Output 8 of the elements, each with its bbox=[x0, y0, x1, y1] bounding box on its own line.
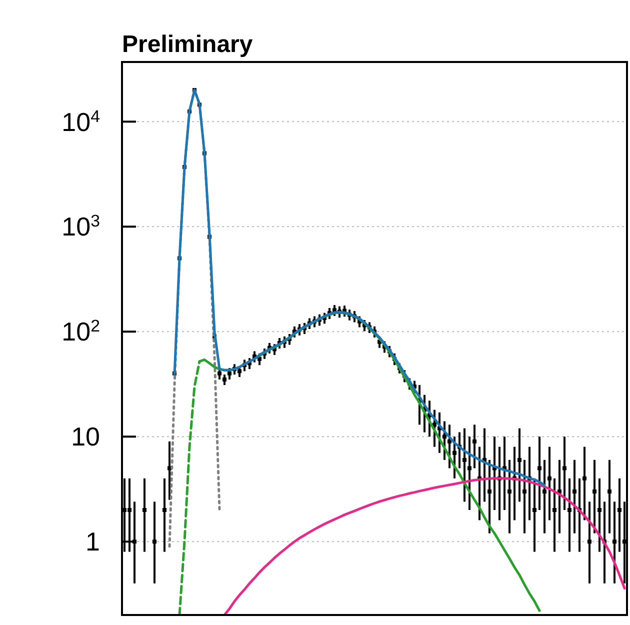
chart-title: Preliminary bbox=[122, 31, 254, 58]
y-tick-label: 10$^{4}$ bbox=[62, 106, 100, 137]
y-tick-label: 1 bbox=[86, 526, 100, 557]
line-series bbox=[173, 88, 546, 486]
y-tick-label: 10$^{3}$ bbox=[62, 211, 100, 242]
y-tick-label: 10 bbox=[71, 422, 100, 452]
y-tick-label: 10$^{2}$ bbox=[62, 316, 100, 347]
line-series bbox=[223, 477, 626, 615]
